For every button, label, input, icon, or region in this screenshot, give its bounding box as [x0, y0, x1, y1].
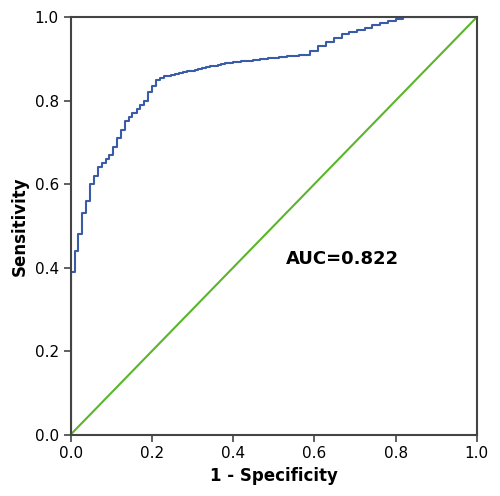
Y-axis label: Sensitivity: Sensitivity — [11, 176, 29, 276]
Text: AUC=0.822: AUC=0.822 — [286, 250, 399, 268]
X-axis label: 1 - Specificity: 1 - Specificity — [210, 467, 338, 485]
